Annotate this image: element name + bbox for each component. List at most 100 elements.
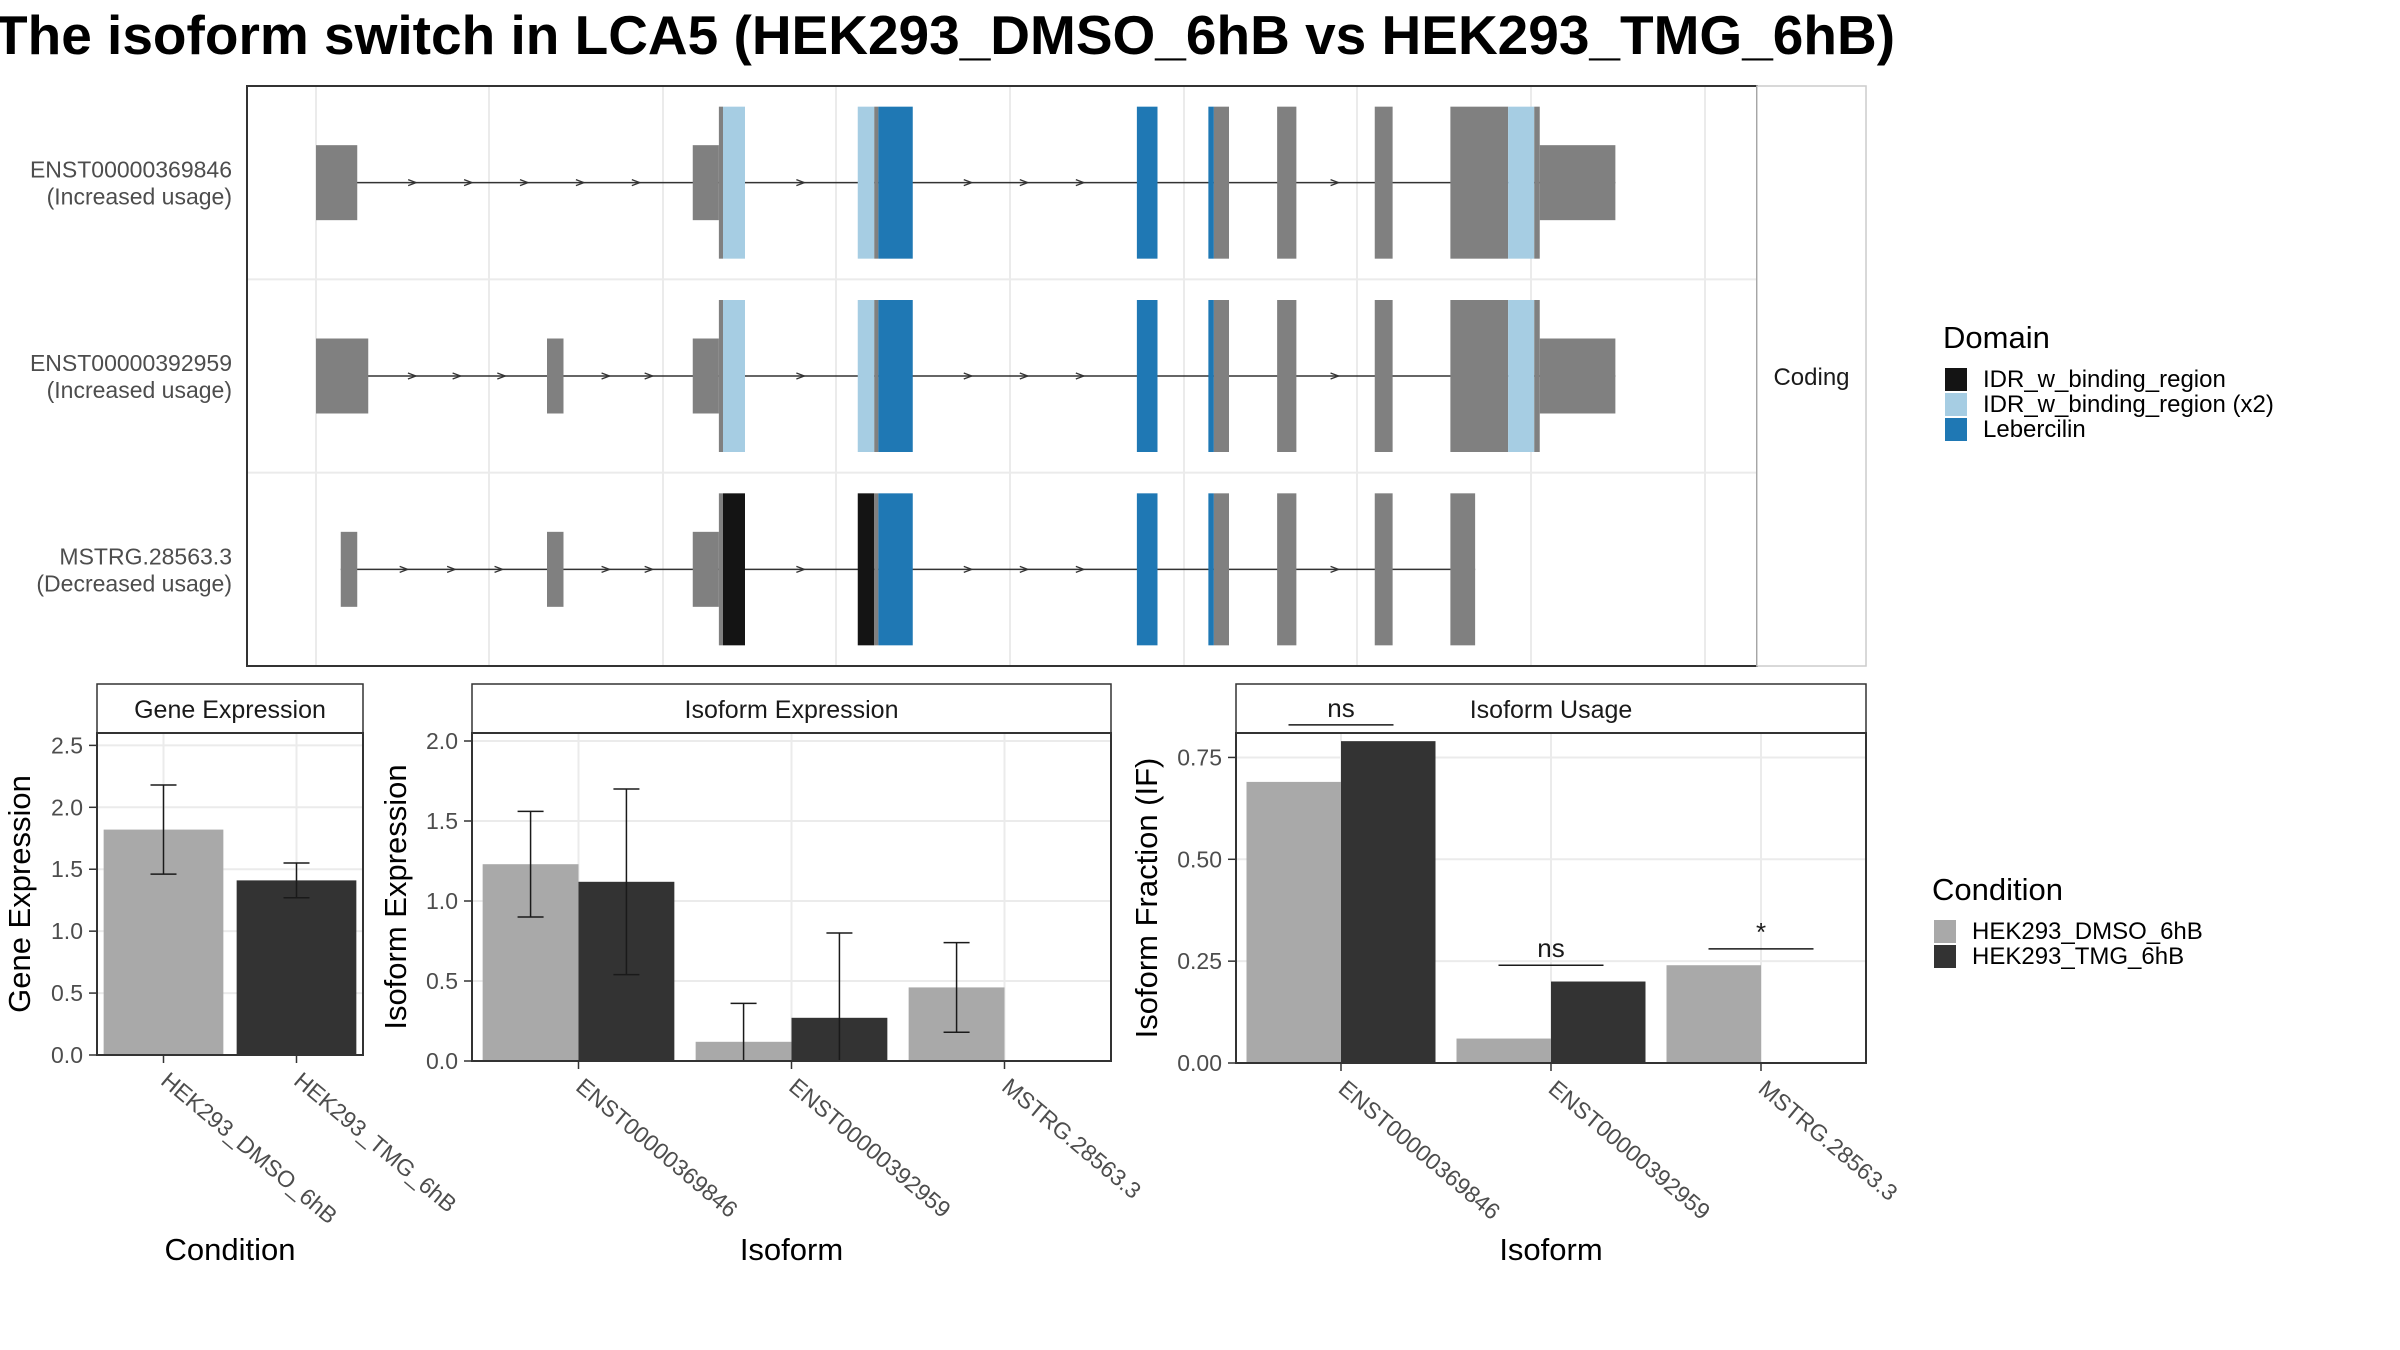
direction-arrow [601, 372, 612, 380]
transcript-id-label: MSTRG.28563.3 [59, 543, 232, 569]
bar [1341, 741, 1436, 1063]
transcript-usage-label: (Increased usage) [47, 184, 232, 210]
legend-label: IDR_w_binding_region (x2) [1983, 391, 2274, 418]
exon-segment [874, 300, 879, 452]
exon-segment [547, 338, 564, 414]
y-axis-title: Gene Expression [2, 775, 37, 1013]
exon-segment [878, 300, 913, 452]
exon-segment [1277, 493, 1297, 646]
y-tick-label: 1.0 [51, 918, 83, 944]
direction-arrow [1075, 565, 1086, 573]
x-axis-title: Isoform [740, 1232, 843, 1267]
exon-segment [857, 300, 875, 452]
direction-arrow [446, 565, 457, 573]
exon-segment [1534, 300, 1540, 452]
exon-segment [718, 300, 723, 452]
y-tick-label: 0.5 [51, 980, 83, 1006]
y-tick-label: 0.00 [1177, 1050, 1222, 1076]
direction-arrow [452, 372, 463, 380]
bar [1666, 965, 1761, 1063]
facet-strip-label: Coding [1773, 364, 1849, 391]
direction-arrow [796, 565, 807, 573]
condition-legend-title: Condition [1932, 872, 2063, 907]
transcript-track [316, 106, 1616, 259]
gene-expression-panel: Gene Expression0.00.51.01.52.02.5HEK293_… [2, 683, 462, 1267]
bar [1551, 981, 1646, 1063]
y-tick-label: 1.5 [51, 856, 83, 882]
exon-segment [547, 531, 564, 607]
x-axis-title: Isoform [1499, 1232, 1602, 1267]
exon-segment [1277, 106, 1297, 259]
y-tick-label: 0.25 [1177, 948, 1222, 974]
legend-swatch [1945, 418, 1967, 441]
exon-segment [1374, 493, 1393, 646]
y-tick-label: 2.0 [51, 794, 83, 820]
panel-border [96, 732, 364, 1056]
exon-segment [692, 531, 719, 607]
exon-segment [1539, 338, 1616, 414]
exon-segment [340, 531, 358, 607]
direction-arrow [963, 565, 974, 573]
exon-segment [723, 300, 745, 452]
y-tick-label: 0.75 [1177, 744, 1222, 770]
exon-segment [316, 338, 369, 414]
direction-arrow [796, 179, 807, 187]
direction-arrow [644, 372, 655, 380]
exon-segment [316, 145, 358, 221]
direction-arrow [963, 179, 974, 187]
direction-arrow [1019, 372, 1030, 380]
transcript-id-label: ENST00000392959 [30, 350, 232, 376]
exon-segment [1213, 106, 1229, 259]
exon-segment [1208, 493, 1214, 646]
figure-title: The isoform switch in LCA5 (HEK293_DMSO_… [0, 4, 1895, 66]
exon-segment [1508, 106, 1535, 259]
legend-label: HEK293_DMSO_6hB [1972, 918, 2203, 945]
direction-arrow [399, 565, 410, 573]
y-tick-label: 0.50 [1177, 846, 1222, 872]
exon-segment [692, 338, 719, 414]
x-axis-title: Condition [165, 1232, 296, 1267]
exon-segment [718, 106, 723, 259]
bar [1456, 1038, 1551, 1063]
direction-arrow [1330, 179, 1341, 187]
direction-arrow [963, 372, 974, 380]
legend-swatch [1945, 368, 1967, 391]
legend-label: Lebercilin [1983, 416, 2086, 443]
legend-swatch [1934, 920, 1956, 943]
exon-segment [1208, 106, 1214, 259]
legends: Domain IDR_w_binding_regionIDR_w_binding_… [1932, 320, 2274, 970]
legend-label: HEK293_TMG_6hB [1972, 943, 2184, 970]
facet-strip-label: Isoform Expression [685, 696, 899, 724]
direction-arrow [796, 372, 807, 380]
direction-arrow [519, 179, 530, 187]
direction-arrow [644, 565, 655, 573]
significance-label: ns [1537, 933, 1564, 963]
transcript-id-label: ENST00000369846 [30, 157, 232, 183]
exon-segment [1450, 493, 1476, 646]
gene-structure-panel: ENST00000369846(Increased usage) ENST0000… [30, 85, 1867, 667]
exon-segment [1208, 300, 1214, 452]
exon-segment [1277, 300, 1297, 452]
exon-segment [1136, 106, 1158, 259]
legend-swatch [1945, 393, 1967, 416]
legend-label: IDR_w_binding_region [1983, 366, 2226, 393]
exon-segment [1450, 106, 1509, 259]
exon-segment [1508, 300, 1535, 452]
transcript-track [340, 493, 1476, 646]
exon-segment [1213, 300, 1229, 452]
facet-strip [1756, 85, 1867, 667]
exon-segment [874, 106, 879, 259]
exon-segment [878, 493, 913, 646]
exon-segment [874, 493, 879, 646]
y-tick-label: 0.0 [51, 1042, 83, 1068]
exon-segment [1450, 300, 1509, 452]
exon-segment [857, 106, 875, 259]
y-tick-label: 1.0 [426, 888, 458, 914]
exon-segment [718, 493, 723, 646]
domain-legend-title: Domain [1943, 320, 2050, 355]
y-tick-label: 0.5 [426, 968, 458, 994]
exon-segment [723, 493, 745, 646]
y-tick-label: 1.5 [426, 808, 458, 834]
direction-arrow [497, 372, 508, 380]
